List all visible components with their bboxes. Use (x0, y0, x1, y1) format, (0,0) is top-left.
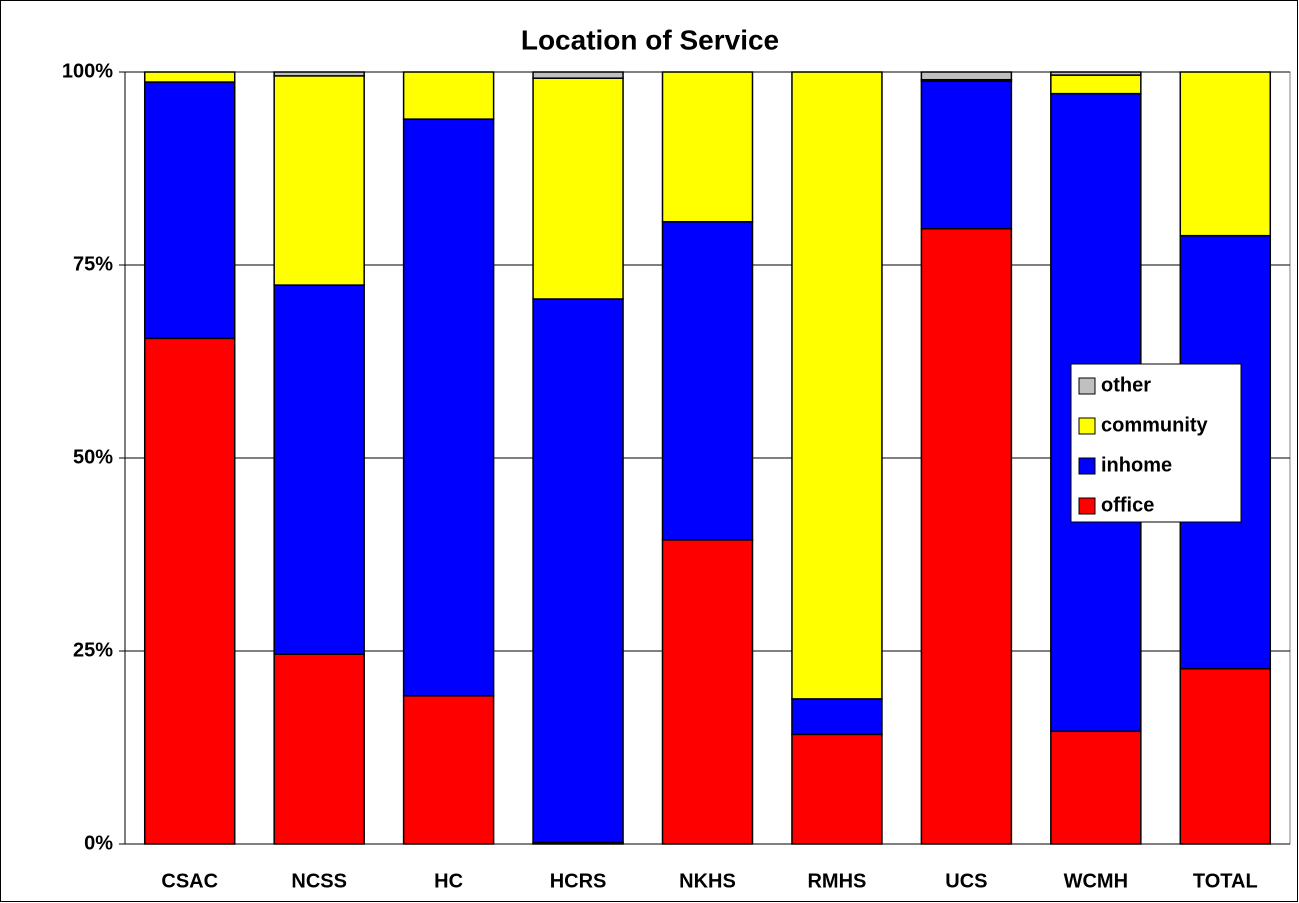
legend-label: community (1101, 414, 1209, 436)
y-tick-label: 50% (73, 446, 113, 468)
bar-segment (143, 71, 236, 83)
bar-segment (920, 80, 1013, 230)
x-tick-label: CSAC (161, 870, 218, 892)
x-tick-label: RMHS (807, 870, 866, 892)
bar-segment (273, 653, 365, 845)
bar-segment (1050, 74, 1142, 95)
bar-segment (532, 77, 624, 300)
chart-title: Location of Service (521, 24, 779, 55)
y-tick-label: 100% (62, 60, 113, 82)
bar-segment (1179, 71, 1272, 237)
legend-label: inhome (1101, 454, 1172, 476)
legend-label: office (1101, 494, 1154, 516)
legend-swatch (1078, 377, 1096, 395)
bar-segment (1050, 71, 1142, 76)
bar-segment (791, 71, 883, 700)
bar-segment (791, 698, 883, 736)
bar-segment (661, 539, 754, 845)
bar-segment (532, 298, 624, 844)
x-tick-label: UCS (945, 870, 987, 892)
x-tick-label: TOTAL (1193, 870, 1258, 892)
legend-box (1070, 363, 1242, 523)
bar-segment (661, 221, 754, 541)
legend-swatch (1078, 457, 1096, 475)
x-tick-label: NKHS (679, 870, 736, 892)
y-tick-label: 75% (73, 253, 113, 275)
bar-segment (402, 118, 495, 697)
x-tick-label: HC (434, 870, 463, 892)
legend-label: other (1101, 374, 1151, 396)
bar-segment (661, 71, 754, 223)
x-tick-label: WCMH (1064, 870, 1128, 892)
y-tick-label: 25% (73, 639, 113, 661)
bar-segment (402, 71, 495, 120)
bar-segment (143, 337, 236, 845)
bar-segment (920, 71, 1013, 81)
bar-segment (273, 284, 365, 655)
bar-segment (532, 71, 624, 79)
x-tick-label: HCRS (550, 870, 607, 892)
bar-segment (402, 695, 495, 845)
bar-segment (143, 81, 236, 340)
x-tick-label: NCSS (291, 870, 347, 892)
bar-segment (1179, 668, 1272, 845)
bar-segment (920, 227, 1013, 845)
bar-segment (1050, 730, 1142, 845)
bar-segment (791, 733, 883, 845)
bar-segment (273, 75, 365, 286)
legend-swatch (1078, 497, 1096, 515)
legend-swatch (1078, 417, 1096, 435)
y-tick-label: 0% (84, 832, 113, 854)
bar-segment (273, 71, 365, 77)
